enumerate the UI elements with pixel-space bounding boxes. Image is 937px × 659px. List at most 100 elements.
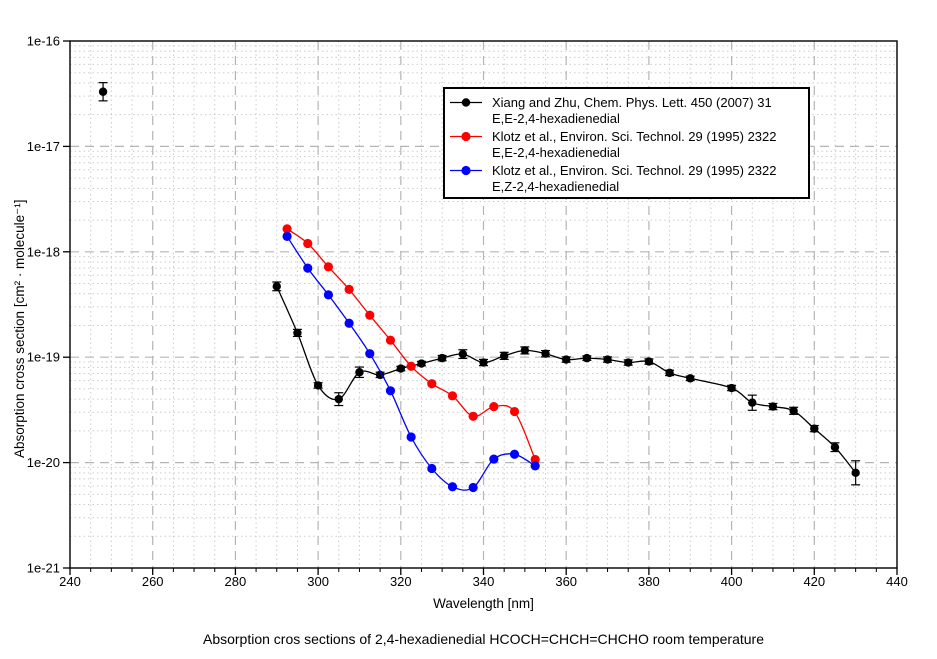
legend-label: Xiang and Zhu, Chem. Phys. Lett. 450 (20… — [492, 95, 772, 110]
data-point — [447, 391, 458, 401]
data-point — [282, 224, 292, 234]
svg-text:340: 340 — [473, 574, 495, 589]
data-point — [624, 358, 633, 367]
svg-text:1e-16: 1e-16 — [27, 34, 60, 49]
svg-text:300: 300 — [307, 574, 329, 589]
data-point — [530, 454, 540, 465]
svg-text:260: 260 — [142, 574, 164, 589]
svg-text:440: 440 — [886, 574, 908, 589]
legend-label-isomer: E,Z-2,4-hexadienedial — [492, 178, 620, 194]
data-point — [272, 282, 281, 291]
data-point — [530, 461, 540, 471]
data-point — [385, 335, 396, 345]
y-axis-tick-labels: 1e-16 1e-17 1e-18 1e-19 1e-20 1e-21 — [27, 34, 60, 576]
data-point — [355, 368, 364, 377]
series-xiang-zhu-ee-line — [276, 286, 857, 474]
data-point — [293, 328, 302, 338]
data-point — [344, 284, 354, 294]
svg-text:380: 380 — [638, 574, 660, 589]
legend-label: Klotz et al., Environ. Sci. Technol. 29 … — [492, 163, 777, 178]
data-point — [748, 398, 757, 407]
data-point — [303, 238, 313, 249]
data-point — [603, 355, 612, 364]
data-point — [686, 374, 695, 383]
data-point — [323, 262, 334, 272]
data-point — [396, 364, 405, 373]
data-point — [406, 361, 416, 371]
x-axis-title: Wavelength [nm] — [433, 596, 534, 611]
data-point — [98, 87, 108, 96]
data-point — [665, 368, 674, 378]
data-point — [562, 355, 571, 364]
legend-label: Klotz et al., Environ. Sci. Technol. 29 … — [492, 129, 777, 144]
figure-caption: Absorption cros sections of 2,4-hexadien… — [202, 631, 764, 647]
data-point — [385, 386, 396, 396]
data-point — [406, 432, 416, 442]
y-axis-ticks — [63, 40, 70, 569]
red-line-circle-marker-icon — [450, 129, 492, 145]
series-xiang-zhu-ee-markers — [98, 87, 860, 478]
data-point — [282, 231, 292, 241]
data-point — [509, 406, 520, 417]
series-klotz-ez — [282, 231, 540, 493]
svg-text:400: 400 — [721, 574, 743, 589]
data-point — [830, 442, 840, 452]
data-point — [851, 468, 860, 478]
svg-text:1e-18: 1e-18 — [27, 244, 60, 259]
black-line-circle-marker-icon — [450, 95, 492, 111]
svg-text:1e-20: 1e-20 — [27, 455, 60, 470]
legend-box: Xiang and Zhu, Chem. Phys. Lett. 450 (20… — [443, 87, 810, 199]
svg-text:1e-17: 1e-17 — [27, 139, 60, 154]
data-point — [303, 263, 313, 273]
legend-label-isomer: E,E-2,4-hexadienedial — [492, 110, 620, 126]
data-point — [447, 482, 458, 492]
svg-text:360: 360 — [555, 574, 577, 589]
series-klotz-ee-markers — [282, 224, 540, 465]
legend-entry-klotz-ez: Klotz et al., Environ. Sci. Technol. 29 … — [450, 163, 804, 194]
legend-label-isomer: E,E-2,4-hexadienedial — [492, 144, 620, 160]
data-point — [344, 318, 354, 328]
data-point — [489, 454, 499, 464]
data-point — [437, 353, 447, 363]
blue-line-circle-marker-icon — [450, 163, 492, 179]
svg-text:240: 240 — [59, 574, 81, 589]
data-point — [375, 370, 385, 380]
x-axis-tick-labels: 240 260 280 300 320 340 360 380 400 420 440 — [59, 574, 908, 589]
svg-text:420: 420 — [803, 574, 825, 589]
data-point — [458, 349, 468, 359]
data-point — [468, 411, 478, 421]
x-axis-ticks — [69, 568, 898, 575]
data-point — [479, 358, 488, 367]
data-point — [509, 449, 520, 459]
data-point — [499, 351, 509, 361]
data-point — [520, 346, 530, 355]
data-point — [789, 406, 798, 416]
svg-text:280: 280 — [225, 574, 247, 589]
data-point — [417, 359, 426, 368]
data-point — [334, 394, 343, 404]
data-point — [768, 402, 778, 411]
legend-entry-klotz-ee: Klotz et al., Environ. Sci. Technol. 29 … — [450, 129, 804, 160]
svg-text:320: 320 — [390, 574, 412, 589]
data-point — [323, 290, 334, 300]
svg-text:1e-19: 1e-19 — [27, 350, 60, 365]
series-klotz-ee — [282, 224, 540, 465]
data-point — [365, 310, 375, 320]
data-point — [582, 353, 592, 363]
y-axis-title: Absorption cross section [cm² · molecule… — [12, 199, 27, 458]
legend-entry-xiang-zhu: Xiang and Zhu, Chem. Phys. Lett. 450 (20… — [450, 95, 804, 126]
data-point — [365, 349, 375, 359]
series-xiang-zhu-ee — [98, 82, 861, 486]
data-point — [810, 424, 819, 433]
data-point — [427, 379, 437, 389]
series-klotz-ez-markers — [282, 231, 540, 493]
data-point — [468, 482, 478, 493]
data-point — [541, 349, 550, 358]
svg-text:1e-21: 1e-21 — [27, 561, 60, 576]
data-point — [489, 401, 499, 412]
series-klotz-ee-line — [286, 228, 536, 460]
data-point — [727, 383, 736, 393]
data-point — [427, 463, 437, 474]
data-point — [313, 381, 323, 390]
